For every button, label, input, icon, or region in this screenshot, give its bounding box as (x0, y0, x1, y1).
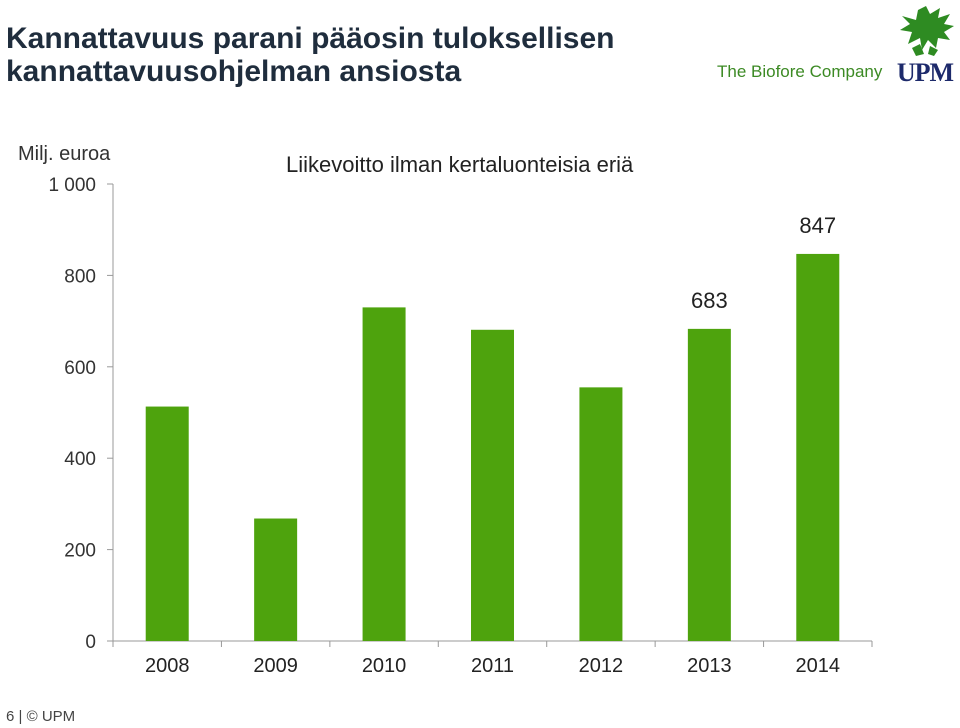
upm-logo: UPM (890, 4, 960, 86)
bar-2014 (796, 253, 840, 641)
footer: 6 | © UPM (6, 708, 75, 725)
x-tick-label: 2008 (145, 655, 190, 677)
brand-tagline: The Biofore Company (717, 62, 883, 81)
bar-2011 (471, 329, 514, 641)
x-tick-label: 2009 (253, 655, 298, 677)
griffin-icon (900, 6, 954, 56)
y-tick-label: 200 (64, 541, 96, 562)
y-tick-label: 400 (64, 449, 96, 470)
y-tick-label: 800 (64, 266, 96, 287)
logo-wordmark: UPM (896, 58, 954, 87)
title-line-1: Kannattavuus parani pääosin tuloksellise… (6, 22, 615, 55)
y-tick-label: 0 (85, 632, 96, 653)
title-line-2: kannattavuusohjelman ansiosta (6, 55, 462, 88)
page-title: Kannattavuus parani pääosin tuloksellise… (6, 22, 615, 88)
x-tick-label: 2013 (687, 655, 732, 677)
bar-2013 (687, 328, 731, 641)
footer-separator: | (18, 708, 23, 725)
y-tick-label: 600 (64, 358, 96, 379)
bar-2012 (579, 387, 623, 641)
bar-2010 (362, 307, 406, 641)
chart-title: Liikevoitto ilman kertaluonteisia eriä (286, 152, 634, 177)
y-tick-label: 1 000 (48, 175, 96, 196)
y-axis-unit-label: Milj. euroa (18, 143, 111, 165)
x-tick-label: 2014 (796, 655, 841, 677)
copyright: © UPM (26, 708, 76, 725)
data-label: 683 (691, 288, 728, 313)
x-tick-label: 2011 (471, 655, 514, 677)
bar-2009 (254, 518, 298, 641)
x-tick-label: 2012 (579, 655, 624, 677)
x-tick-label: 2010 (362, 655, 407, 677)
data-label: 847 (799, 213, 836, 238)
bar-2008 (145, 406, 189, 641)
page-number: 6 (6, 708, 15, 725)
